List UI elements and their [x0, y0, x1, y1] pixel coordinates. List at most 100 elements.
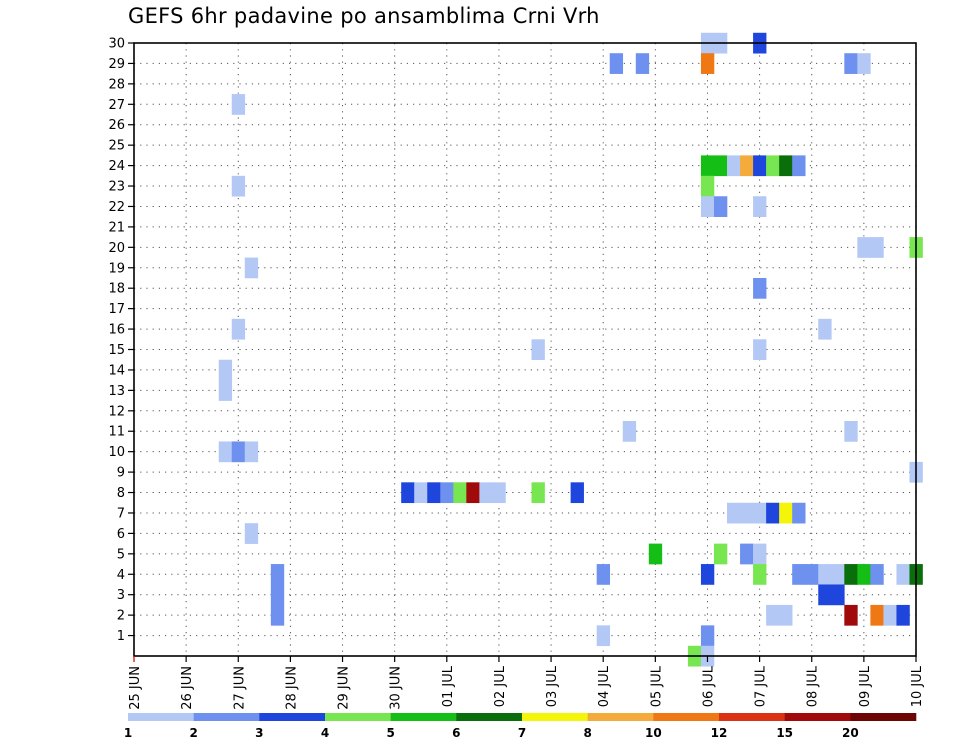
- heatmap-cell: [648, 543, 663, 565]
- colorbar-swatch: [522, 713, 588, 721]
- heatmap-cell: [883, 604, 897, 626]
- colorbar-swatch: [784, 713, 851, 721]
- x-axis: 25 JUN 26 JUN 27 JUN 28 JUN 29 JUN 30 JUN 01 J…: [128, 656, 925, 710]
- y-tick-label: 3: [117, 588, 125, 603]
- y-tick-label: 27: [108, 98, 125, 113]
- heatmap-cell: [713, 155, 728, 177]
- y-tick-label: 20: [108, 241, 125, 256]
- heatmap-cells: [218, 32, 923, 667]
- heatmap-cell: [805, 564, 819, 585]
- y-axis: 1234567891011121314151617181920212223242…: [108, 37, 134, 644]
- heatmap-cell: [713, 196, 728, 217]
- y-tick-label: 28: [108, 77, 125, 92]
- heatmap-cell: [401, 482, 415, 504]
- colorbar-label: 15: [776, 726, 793, 740]
- colorbar-swatch: [259, 713, 326, 721]
- heatmap-cell: [531, 339, 545, 361]
- colorbar-swatch: [653, 713, 720, 721]
- heatmap-cell: [753, 564, 767, 585]
- heatmap-cell: [700, 175, 715, 197]
- heatmap-cell: [844, 53, 858, 74]
- y-tick-label: 12: [108, 404, 125, 419]
- y-tick-label: 14: [108, 363, 125, 378]
- heatmap-cell: [635, 53, 650, 74]
- heatmap-cell: [792, 155, 806, 177]
- heatmap-cell: [427, 482, 441, 504]
- heatmap-cell: [244, 441, 259, 463]
- heatmap-cell: [700, 155, 715, 177]
- heatmap-cell: [753, 543, 767, 565]
- heatmap-cell: [713, 543, 728, 565]
- x-tick-label: 03 JUL: [545, 665, 560, 707]
- colorbar-swatch: [850, 713, 917, 721]
- y-tick-label: 21: [108, 220, 125, 235]
- y-tick-label: 1: [117, 629, 125, 644]
- heatmap-cell: [766, 604, 780, 626]
- colorbar-swatch: [128, 713, 194, 721]
- heatmap-cell: [531, 482, 545, 504]
- x-tick-label: 05 JUL: [649, 665, 664, 707]
- x-tick-label: 26 JUN: [180, 666, 195, 710]
- colorbar-label: 4: [321, 726, 329, 740]
- heatmap-cell: [270, 584, 285, 606]
- colorbar-label: 20: [842, 726, 859, 740]
- heatmap-cell: [270, 564, 285, 585]
- colorbar-swatch: [456, 713, 523, 721]
- heatmap-cell: [479, 482, 493, 504]
- heatmap-cell: [244, 523, 259, 544]
- heatmap-cell: [700, 196, 715, 217]
- y-tick-label: 16: [108, 323, 125, 338]
- chart-title: GEFS 6hr padavine po ansamblima Crni Vrh: [128, 4, 600, 28]
- y-tick-label: 18: [108, 282, 125, 297]
- x-tick-label: 28 JUN: [284, 666, 299, 710]
- colorbar-label: 3: [255, 726, 263, 740]
- colorbar-label: 5: [386, 726, 394, 740]
- heatmap-cell: [622, 421, 637, 442]
- heatmap-cell: [870, 237, 884, 258]
- x-tick-label: 02 JUL: [493, 665, 508, 707]
- y-tick-label: 4: [117, 568, 125, 583]
- y-tick-label: 29: [108, 57, 125, 72]
- x-tick-label: 30 JUN: [389, 666, 404, 710]
- y-tick-label: 26: [108, 118, 125, 133]
- heatmap-cell: [779, 604, 793, 626]
- heatmap-cell: [700, 53, 715, 74]
- heatmap-cell: [766, 155, 780, 177]
- colorbar-label: 1: [124, 726, 132, 740]
- y-tick-label: 13: [108, 384, 125, 399]
- heatmap-cell: [818, 318, 832, 340]
- heatmap-cell: [753, 196, 767, 217]
- heatmap-cell: [870, 604, 884, 626]
- colorbar-label: 6: [452, 726, 460, 740]
- colorbar-swatch: [193, 713, 260, 721]
- heatmap-cell: [857, 53, 871, 74]
- heatmap-cell: [596, 564, 611, 585]
- heatmap-cell: [831, 564, 845, 585]
- colorbar-label: 8: [583, 726, 591, 740]
- heatmap-cell: [766, 502, 780, 524]
- heatmap-cell: [857, 564, 871, 585]
- y-tick-label: 30: [108, 37, 125, 52]
- x-tick-label: 06 JUL: [701, 665, 716, 707]
- heatmap-cell: [818, 584, 832, 606]
- heatmap-cell: [740, 155, 754, 177]
- heatmap-cell: [870, 564, 884, 585]
- y-tick-label: 17: [108, 302, 125, 317]
- x-tick-label: 25 JUN: [128, 666, 143, 710]
- heatmap-cell: [218, 359, 233, 381]
- y-tick-label: 25: [108, 139, 125, 154]
- heatmap-cell: [453, 482, 467, 504]
- heatmap-cell: [700, 625, 715, 647]
- heatmap-cell: [218, 380, 233, 401]
- heatmap-cell: [740, 543, 754, 565]
- y-tick-label: 9: [117, 466, 125, 481]
- heatmap-cell: [844, 564, 858, 585]
- colorbar-swatch: [325, 713, 391, 721]
- heatmap-cell: [596, 625, 611, 647]
- y-tick-label: 2: [117, 609, 125, 624]
- y-tick-label: 11: [108, 425, 125, 440]
- heatmap-cell: [792, 502, 806, 524]
- heatmap-cell: [831, 584, 845, 606]
- y-tick-label: 7: [117, 506, 125, 521]
